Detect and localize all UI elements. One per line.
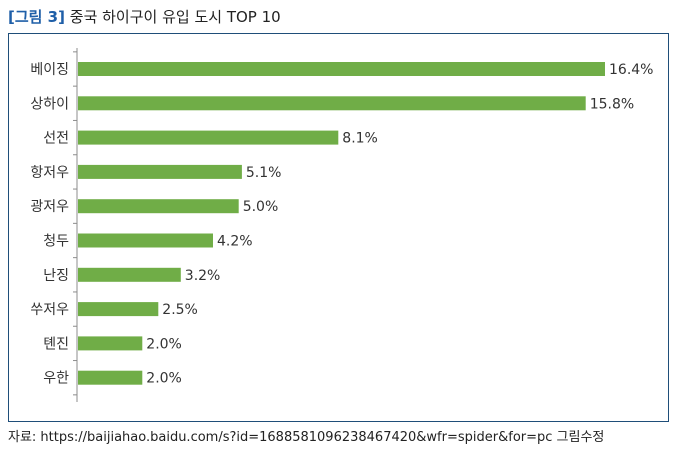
category-label: 광저우 bbox=[30, 199, 69, 215]
bar bbox=[78, 370, 143, 385]
bar bbox=[78, 233, 213, 248]
category-label: 청두 bbox=[43, 234, 69, 250]
data-label: 5.1% bbox=[246, 165, 282, 181]
bar bbox=[78, 302, 159, 317]
data-label: 2.0% bbox=[146, 336, 182, 352]
figure-tag: [그림 3] bbox=[8, 8, 65, 26]
data-label: 2.5% bbox=[162, 302, 198, 318]
data-label: 16.4% bbox=[609, 62, 653, 78]
category-label: 난징 bbox=[43, 268, 69, 284]
category-label: 톈진 bbox=[43, 336, 69, 352]
category-label: 베이징 bbox=[30, 62, 69, 78]
category-label: 우한 bbox=[43, 371, 69, 387]
bar bbox=[78, 62, 605, 76]
category-label: 상하이 bbox=[30, 96, 69, 112]
data-label: 5.0% bbox=[243, 199, 279, 215]
bar-chart: 베이징 16.4% 상하이 15.8% 선전 8.1% 항저우 5.1% 광저우 5.0% 청두 4.… bbox=[30, 48, 653, 402]
chart-frame: 베이징 16.4% 상하이 15.8% 선전 8.1% 항저우 5.1% 광저우 5.0% 청두 4.… bbox=[8, 33, 669, 422]
chart-title: [그림 3] 중국 하이구이 유입 도시 TOP 10 bbox=[8, 6, 281, 28]
bar bbox=[78, 96, 586, 111]
bar bbox=[78, 130, 339, 145]
data-label: 8.1% bbox=[342, 131, 378, 147]
data-label: 4.2% bbox=[217, 234, 253, 250]
category-label: 선전 bbox=[43, 131, 69, 147]
bar bbox=[78, 164, 242, 179]
bar bbox=[78, 199, 239, 214]
source-note: 자료: https://baijiahao.baidu.com/s?id=168… bbox=[8, 430, 605, 445]
category-label: 항저우 bbox=[30, 165, 69, 181]
data-label: 15.8% bbox=[590, 96, 634, 112]
bar bbox=[78, 267, 181, 282]
figure-title: 중국 하이구이 유입 도시 TOP 10 bbox=[69, 8, 281, 26]
data-label: 2.0% bbox=[146, 371, 182, 387]
bar bbox=[78, 336, 143, 351]
category-label: 쑤저우 bbox=[30, 302, 69, 318]
data-label: 3.2% bbox=[185, 268, 221, 284]
